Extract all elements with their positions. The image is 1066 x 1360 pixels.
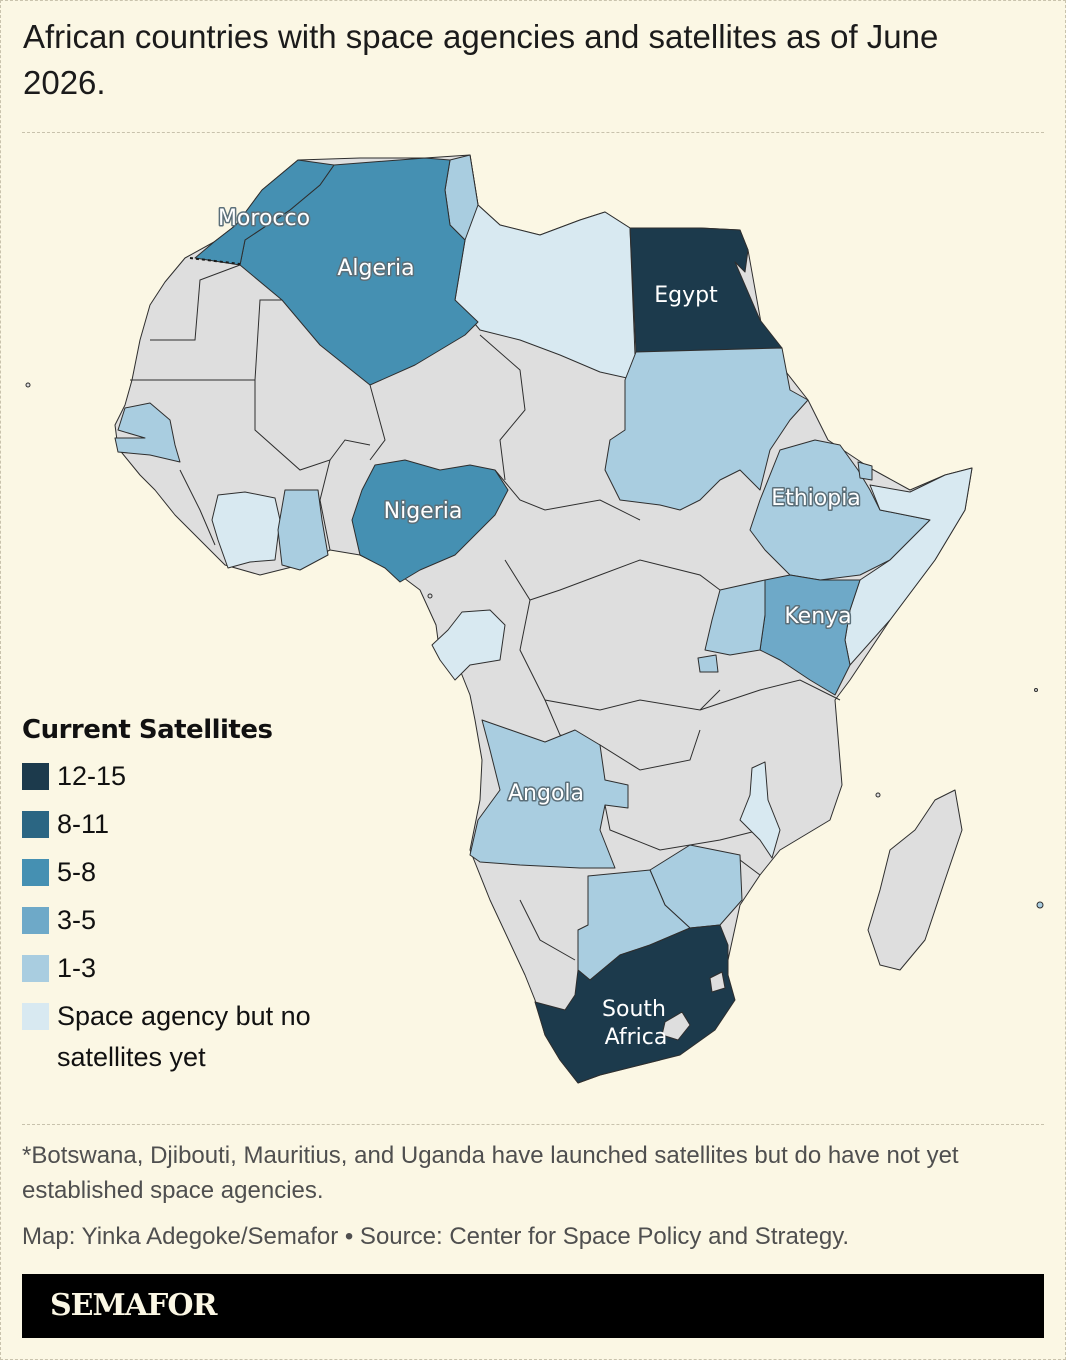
legend-label: 12-15	[57, 761, 127, 791]
legend-swatch	[22, 955, 49, 982]
gabon	[431, 609, 506, 681]
south-africa	[534, 924, 736, 1084]
legend-swatch	[22, 859, 49, 886]
legend-item: 5-8	[22, 857, 317, 905]
legend-swatch	[22, 763, 49, 790]
label-egypt: Egypt	[654, 283, 718, 308]
footnote: *Botswana, Djibouti, Mauritius, and Ugan…	[22, 1142, 959, 1204]
madagascar	[867, 789, 963, 971]
malawi	[739, 761, 781, 859]
legend-swatch	[22, 1003, 49, 1030]
label-nigeria: Nigeria	[384, 499, 463, 524]
rwanda	[697, 654, 719, 673]
legend-label: Space agency but no satellites yet	[57, 1001, 311, 1072]
legend-title: Current Satellites	[22, 715, 273, 745]
senegal	[114, 402, 181, 463]
djibouti	[857, 461, 873, 481]
western-sahara-border	[189, 257, 241, 265]
source-credit: Map: Yinka Adegoke/Semafor • Source: Cen…	[22, 1223, 850, 1250]
legend: Current Satellites 12-15 8-11 5-8 3-5 1-…	[22, 715, 317, 1091]
legend-item: 1-3	[22, 953, 317, 1001]
legend-label: 5-8	[57, 857, 97, 887]
top-divider	[22, 132, 1044, 133]
label-kenya: Kenya	[784, 604, 851, 629]
label-morocco: Morocco	[218, 206, 310, 231]
legend-item: 3-5	[22, 905, 317, 953]
sao-tome	[427, 593, 433, 599]
label-south-africa-line2: Africa	[605, 1025, 668, 1050]
label-south-africa-line1: South	[602, 997, 666, 1022]
nigeria	[351, 459, 509, 583]
legend-label: 1-3	[57, 953, 97, 983]
mauritius	[1036, 901, 1044, 909]
ghana	[277, 489, 329, 571]
uganda	[704, 579, 766, 656]
legend-item: 8-11	[22, 809, 317, 857]
label-angola: Angola	[508, 781, 584, 806]
legend-item: 12-15	[22, 761, 317, 809]
page-title: African countries with space agencies an…	[23, 18, 939, 101]
legend-swatch	[22, 811, 49, 838]
cape-verde	[25, 382, 31, 388]
angola	[469, 719, 629, 869]
seychelles	[1034, 688, 1038, 692]
legend-item: Space agency but no satellites yet	[22, 1001, 317, 1091]
eswatini	[709, 971, 726, 993]
legend-label: 3-5	[57, 905, 97, 935]
lesotho	[661, 1011, 691, 1041]
sudan	[604, 347, 809, 511]
comoros	[875, 792, 881, 798]
brand-bar: SEMAFOR	[22, 1274, 1044, 1338]
morocco	[194, 159, 335, 266]
cote-divoire	[211, 491, 281, 569]
bottom-divider	[22, 1124, 1044, 1125]
legend-label: 8-11	[57, 809, 110, 839]
legend-swatch	[22, 907, 49, 934]
semafor-logo[interactable]: SEMAFOR	[50, 1288, 217, 1323]
label-ethiopia: Ethiopia	[771, 486, 861, 511]
africa-map: Morocco Algeria Egypt Nigeria Ethiopia K…	[25, 154, 1044, 1084]
label-algeria: Algeria	[337, 256, 414, 281]
